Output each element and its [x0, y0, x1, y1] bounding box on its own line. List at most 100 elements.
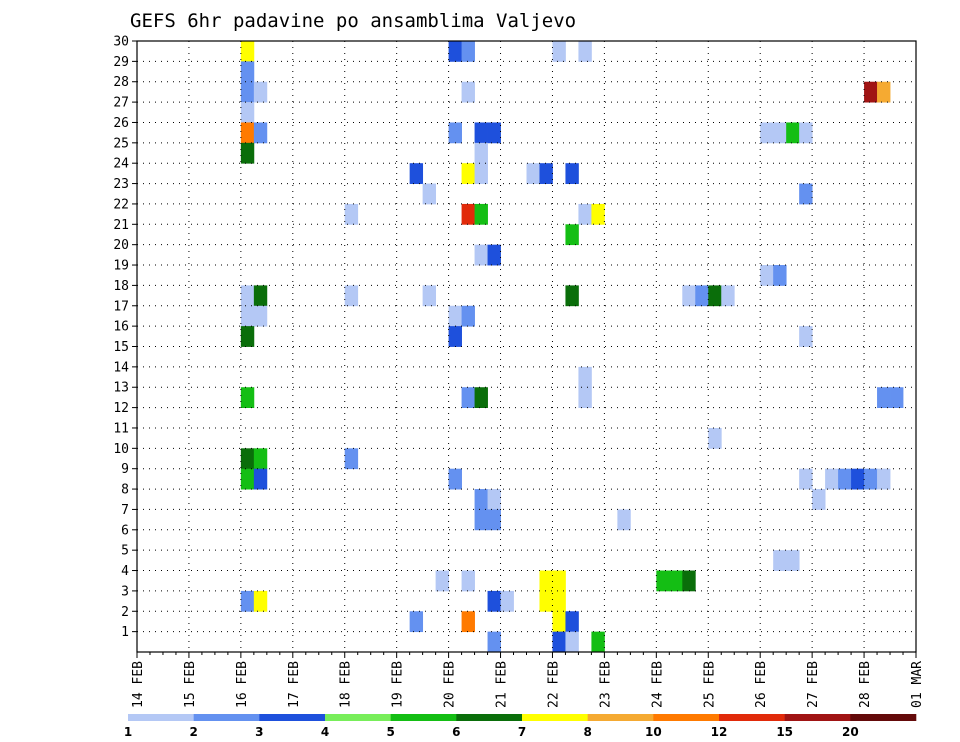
data-cell-98 [409, 611, 424, 633]
x-tick-label-13: 27 FEB [806, 661, 821, 708]
legend-swatch-4 [390, 714, 457, 721]
data-cell-24 [461, 163, 475, 184]
data-cell-84 [786, 550, 800, 571]
data-cell-14 [448, 122, 462, 144]
data-cell-0 [240, 41, 255, 62]
data-cell-97 [500, 590, 514, 612]
data-cell-2 [461, 41, 475, 62]
data-cell-48 [708, 285, 722, 307]
data-cell-22 [474, 142, 488, 164]
x-tick-label-9: 23 FEB [598, 661, 613, 708]
data-cell-81 [487, 509, 501, 531]
data-cell-82 [617, 509, 631, 531]
plot-frame [136, 40, 917, 653]
data-cell-19 [786, 122, 800, 144]
data-cell-99 [461, 611, 475, 633]
legend-label-10: 10 [645, 725, 662, 739]
y-tick-label-18: 18 [113, 279, 129, 294]
data-cell-23 [409, 163, 424, 184]
x-tick-label-11: 25 FEB [702, 661, 717, 708]
y-tick-label-21: 21 [113, 218, 129, 233]
data-cell-12 [240, 122, 255, 144]
data-cell-95 [253, 590, 268, 612]
data-cell-77 [474, 489, 488, 510]
data-cell-36 [565, 224, 579, 246]
x-tick-label-1: 15 FEB [183, 661, 198, 708]
y-tick-label-24: 24 [113, 157, 129, 172]
y-tick-label-30: 30 [113, 35, 129, 50]
data-cell-25 [474, 163, 488, 184]
legend-swatch-0 [128, 714, 194, 721]
x-tick-label-10: 24 FEB [650, 661, 665, 708]
data-cell-44 [422, 285, 437, 307]
legend-swatch-8 [653, 714, 720, 721]
x-tick-label-8: 22 FEB [546, 661, 561, 708]
data-cell-4 [578, 41, 592, 62]
data-cell-101 [565, 611, 579, 633]
data-cell-6 [240, 81, 255, 103]
legend-label-4: 4 [321, 725, 329, 739]
data-cell-60 [474, 387, 488, 408]
x-tick-label-4: 18 FEB [339, 661, 354, 708]
y-tick-label-9: 9 [121, 462, 129, 477]
data-cell-18 [773, 122, 787, 144]
legend-swatch-11 [850, 714, 917, 721]
data-cell-40 [773, 265, 787, 286]
data-cell-76 [877, 468, 891, 490]
y-tick-label-25: 25 [113, 136, 129, 151]
x-tick-label-2: 16 FEB [235, 661, 250, 708]
data-cell-75 [864, 468, 878, 490]
y-tick-label-7: 7 [121, 503, 129, 518]
data-cell-49 [721, 285, 735, 307]
x-tick-label-15: 01 MAR [910, 661, 925, 708]
data-cell-57 [578, 366, 592, 388]
legend-label-1: 1 [124, 725, 132, 739]
data-cell-34 [578, 203, 592, 225]
data-cell-8 [461, 81, 475, 103]
data-cell-61 [578, 387, 592, 408]
legend-swatch-3 [325, 714, 391, 721]
y-tick-label-28: 28 [113, 75, 129, 90]
legend-swatch-9 [719, 714, 785, 721]
data-cell-94 [240, 590, 255, 612]
data-cell-47 [695, 285, 709, 307]
y-tick-label-11: 11 [113, 421, 129, 436]
x-tick-label-0: 14 FEB [131, 661, 146, 708]
data-cell-64 [708, 427, 722, 449]
x-tick-label-5: 19 FEB [391, 661, 406, 708]
data-cell-53 [461, 305, 475, 327]
data-cell-46 [682, 285, 696, 307]
data-cell-63 [890, 387, 904, 408]
data-cell-90 [669, 570, 683, 592]
data-cell-17 [760, 122, 774, 144]
data-cell-58 [240, 387, 255, 408]
data-cell-27 [539, 163, 553, 184]
data-cell-56 [799, 326, 813, 347]
data-cell-67 [344, 448, 359, 470]
y-tick-label-12: 12 [113, 401, 129, 416]
x-tick-label-3: 17 FEB [287, 661, 302, 708]
y-tick-label-19: 19 [113, 259, 129, 274]
y-tick-label-20: 20 [113, 238, 129, 253]
x-tick-label-7: 21 FEB [495, 661, 510, 708]
x-tick-label-14: 28 FEB [858, 661, 873, 708]
data-cell-85 [435, 570, 449, 592]
data-cell-74 [851, 468, 865, 490]
legend-label-6: 6 [452, 725, 460, 739]
legend-swatch-10 [784, 714, 851, 721]
legend-label-15: 15 [776, 725, 793, 739]
data-cell-96 [487, 590, 501, 612]
data-cell-29 [422, 183, 437, 205]
data-cell-72 [825, 468, 839, 490]
data-cell-37 [474, 244, 488, 266]
data-cell-26 [526, 163, 540, 184]
data-cell-43 [344, 285, 359, 307]
data-cell-87 [539, 570, 553, 592]
data-cell-68 [240, 468, 255, 490]
data-cell-41 [240, 285, 255, 307]
data-cell-73 [838, 468, 852, 490]
cells-layer [240, 41, 904, 653]
data-cell-65 [240, 448, 255, 470]
data-cell-16 [487, 122, 501, 144]
x-axis-ticks: 14 FEB 15 FEB 16 FEB 17 FEB 18 FEB 19 FEB 20 F… [131, 652, 925, 708]
